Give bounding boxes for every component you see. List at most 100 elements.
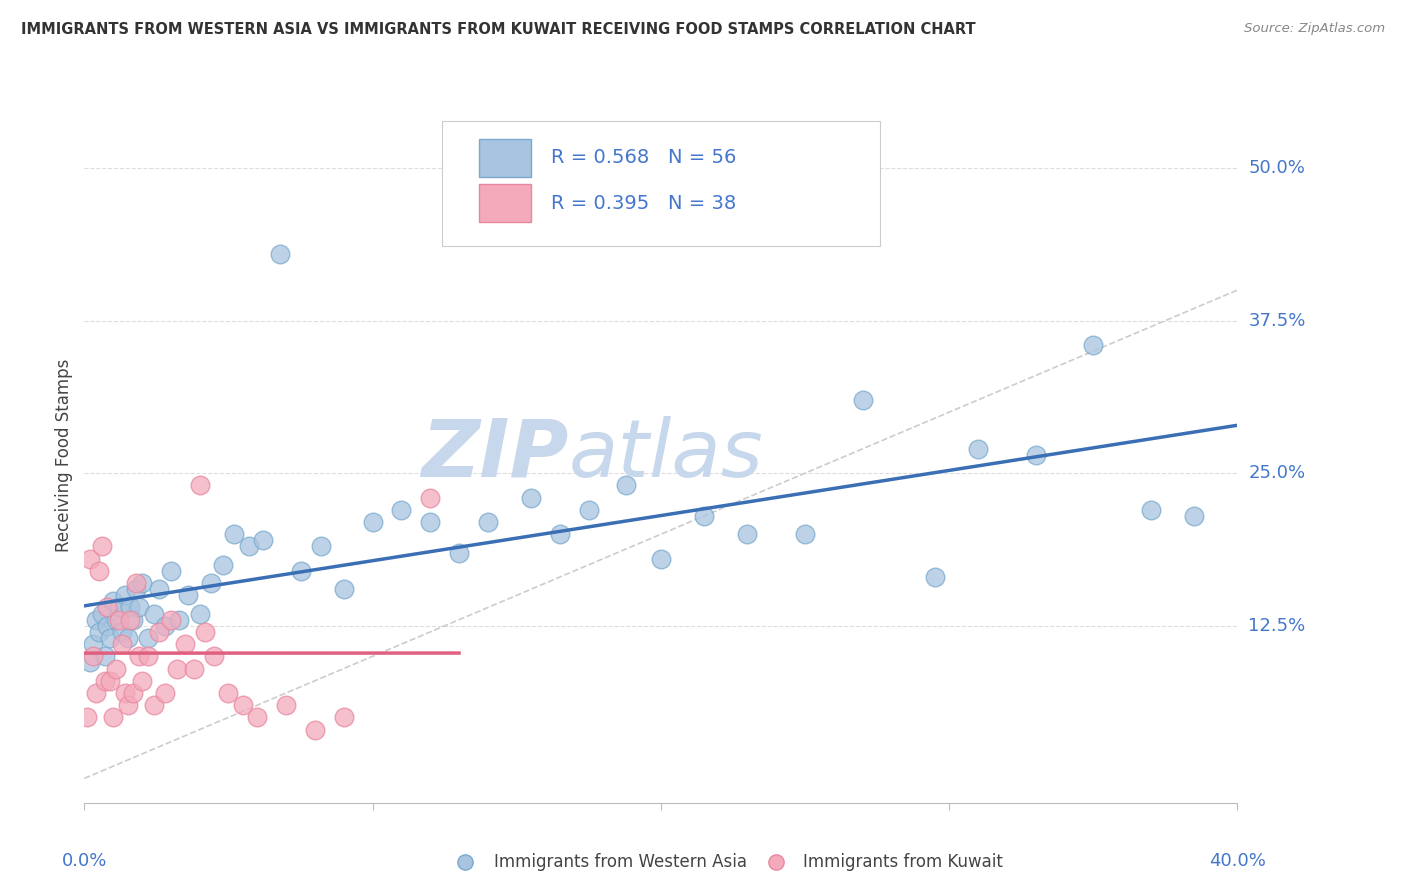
Point <box>1139 503 1161 517</box>
Point <box>87 624 110 639</box>
Point <box>160 564 183 578</box>
Point <box>169 613 191 627</box>
Point <box>166 661 188 675</box>
Point <box>614 478 637 492</box>
Point <box>232 698 254 713</box>
FancyBboxPatch shape <box>478 138 530 177</box>
Text: R = 0.568   N = 56: R = 0.568 N = 56 <box>551 148 737 168</box>
Point <box>200 576 222 591</box>
Point <box>447 545 470 559</box>
Text: R = 0.395   N = 38: R = 0.395 N = 38 <box>551 194 737 212</box>
Point <box>793 527 815 541</box>
Point <box>852 392 875 407</box>
Point <box>105 613 128 627</box>
Point <box>131 673 153 688</box>
Point <box>578 503 600 517</box>
Point <box>142 607 165 621</box>
Point <box>153 619 176 633</box>
Text: 12.5%: 12.5% <box>1249 616 1306 635</box>
Y-axis label: Receiving Food Stamps: Receiving Food Stamps <box>55 359 73 551</box>
Point <box>160 613 183 627</box>
Point <box>477 515 499 529</box>
Text: Immigrants from Western Asia: Immigrants from Western Asia <box>494 853 747 871</box>
Point <box>128 600 150 615</box>
Point <box>125 582 148 597</box>
Point <box>1182 508 1205 523</box>
Point <box>96 600 118 615</box>
Point <box>82 637 104 651</box>
Point <box>136 649 159 664</box>
Point <box>183 661 205 675</box>
Point <box>122 613 145 627</box>
Point <box>391 503 413 517</box>
Point <box>211 558 233 572</box>
Point <box>108 613 131 627</box>
Point <box>332 582 354 597</box>
FancyBboxPatch shape <box>478 184 530 222</box>
Point <box>252 533 274 548</box>
Point <box>246 710 269 724</box>
Point <box>117 631 139 645</box>
Text: 50.0%: 50.0% <box>1249 159 1305 178</box>
Point <box>120 613 142 627</box>
Text: 37.5%: 37.5% <box>1249 311 1306 330</box>
Point <box>82 649 104 664</box>
Point <box>103 710 124 724</box>
Point <box>177 588 200 602</box>
Text: 25.0%: 25.0% <box>1249 464 1306 483</box>
Point <box>93 673 115 688</box>
Point <box>650 551 672 566</box>
Point <box>693 508 716 523</box>
Text: IMMIGRANTS FROM WESTERN ASIA VS IMMIGRANTS FROM KUWAIT RECEIVING FOOD STAMPS COR: IMMIGRANTS FROM WESTERN ASIA VS IMMIGRAN… <box>21 22 976 37</box>
Point <box>125 576 148 591</box>
Point <box>87 564 110 578</box>
Point <box>105 661 128 675</box>
Text: atlas: atlas <box>568 416 763 494</box>
Point <box>924 570 946 584</box>
Point <box>304 723 326 737</box>
Point <box>93 649 115 664</box>
Point <box>1024 448 1046 462</box>
Point <box>217 686 239 700</box>
Point <box>79 551 101 566</box>
Point <box>548 527 571 541</box>
Point <box>90 607 112 621</box>
Point <box>79 656 101 670</box>
Point <box>98 631 121 645</box>
Point <box>131 576 153 591</box>
Point <box>111 637 134 651</box>
Point <box>114 588 136 602</box>
Point <box>148 624 170 639</box>
Point <box>117 698 139 713</box>
Point <box>520 491 543 505</box>
Point <box>188 607 211 621</box>
Point <box>76 710 98 724</box>
Text: Immigrants from Kuwait: Immigrants from Kuwait <box>803 853 1002 871</box>
Text: ZIP: ZIP <box>422 416 568 494</box>
Point <box>128 649 150 664</box>
Point <box>1081 338 1104 352</box>
Point <box>309 540 332 554</box>
Point <box>122 686 145 700</box>
Point <box>361 515 384 529</box>
Point <box>737 527 759 541</box>
Point <box>84 686 107 700</box>
Point <box>269 246 291 260</box>
Point <box>174 637 197 651</box>
Point <box>419 515 441 529</box>
Point <box>194 624 217 639</box>
Text: 0.0%: 0.0% <box>62 852 107 870</box>
Point <box>332 710 354 724</box>
Point <box>120 600 142 615</box>
Point <box>111 624 134 639</box>
Point <box>90 540 112 554</box>
Point <box>419 491 441 505</box>
Point <box>274 698 298 713</box>
Point <box>967 442 990 456</box>
Point <box>114 686 136 700</box>
Point <box>238 540 260 554</box>
Point <box>96 619 118 633</box>
Point <box>84 613 107 627</box>
Point <box>136 631 159 645</box>
FancyBboxPatch shape <box>441 121 880 246</box>
